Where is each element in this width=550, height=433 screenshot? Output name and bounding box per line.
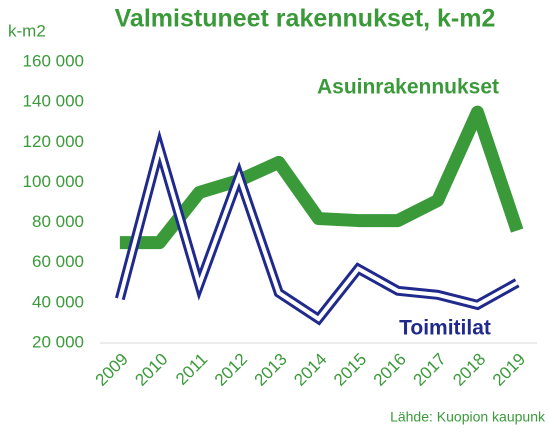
y-tick-label: 120 000 bbox=[23, 132, 84, 151]
x-tick-label: 2016 bbox=[370, 350, 410, 390]
y-tick-label: 140 000 bbox=[23, 92, 84, 111]
x-tick-label: 2009 bbox=[92, 350, 132, 390]
x-tick-label: 2014 bbox=[290, 350, 330, 390]
y-tick-label: 160 000 bbox=[23, 51, 84, 70]
x-tick-label: 2018 bbox=[449, 350, 489, 390]
series-line bbox=[119, 105, 524, 250]
chart-title: Valmistuneet rakennukset, k-m2 bbox=[115, 5, 496, 33]
y-tick-label: 40 000 bbox=[32, 292, 84, 311]
series-line-inner bbox=[117, 140, 519, 322]
x-tick-label: 2013 bbox=[251, 350, 291, 390]
y-tick-label: 80 000 bbox=[32, 212, 84, 231]
series-label: Asuinrakennukset bbox=[317, 76, 499, 99]
x-tick-label: 2019 bbox=[489, 350, 529, 390]
y-axis-label: k-m2 bbox=[8, 21, 46, 40]
series-line bbox=[115, 129, 520, 326]
x-tick-label: 2011 bbox=[172, 350, 211, 389]
x-tick-label: 2010 bbox=[131, 350, 171, 390]
x-tick-label: 2015 bbox=[330, 350, 370, 390]
y-tick-label: 60 000 bbox=[32, 252, 84, 271]
x-tick-label: 2017 bbox=[409, 350, 449, 390]
x-tick-label: 2012 bbox=[211, 350, 251, 390]
series-label: Toimitilat bbox=[399, 317, 491, 340]
y-tick-label: 20 000 bbox=[32, 332, 84, 351]
y-tick-label: 100 000 bbox=[23, 172, 84, 191]
source: Lähde: Kuopion kaupunk bbox=[390, 409, 546, 425]
